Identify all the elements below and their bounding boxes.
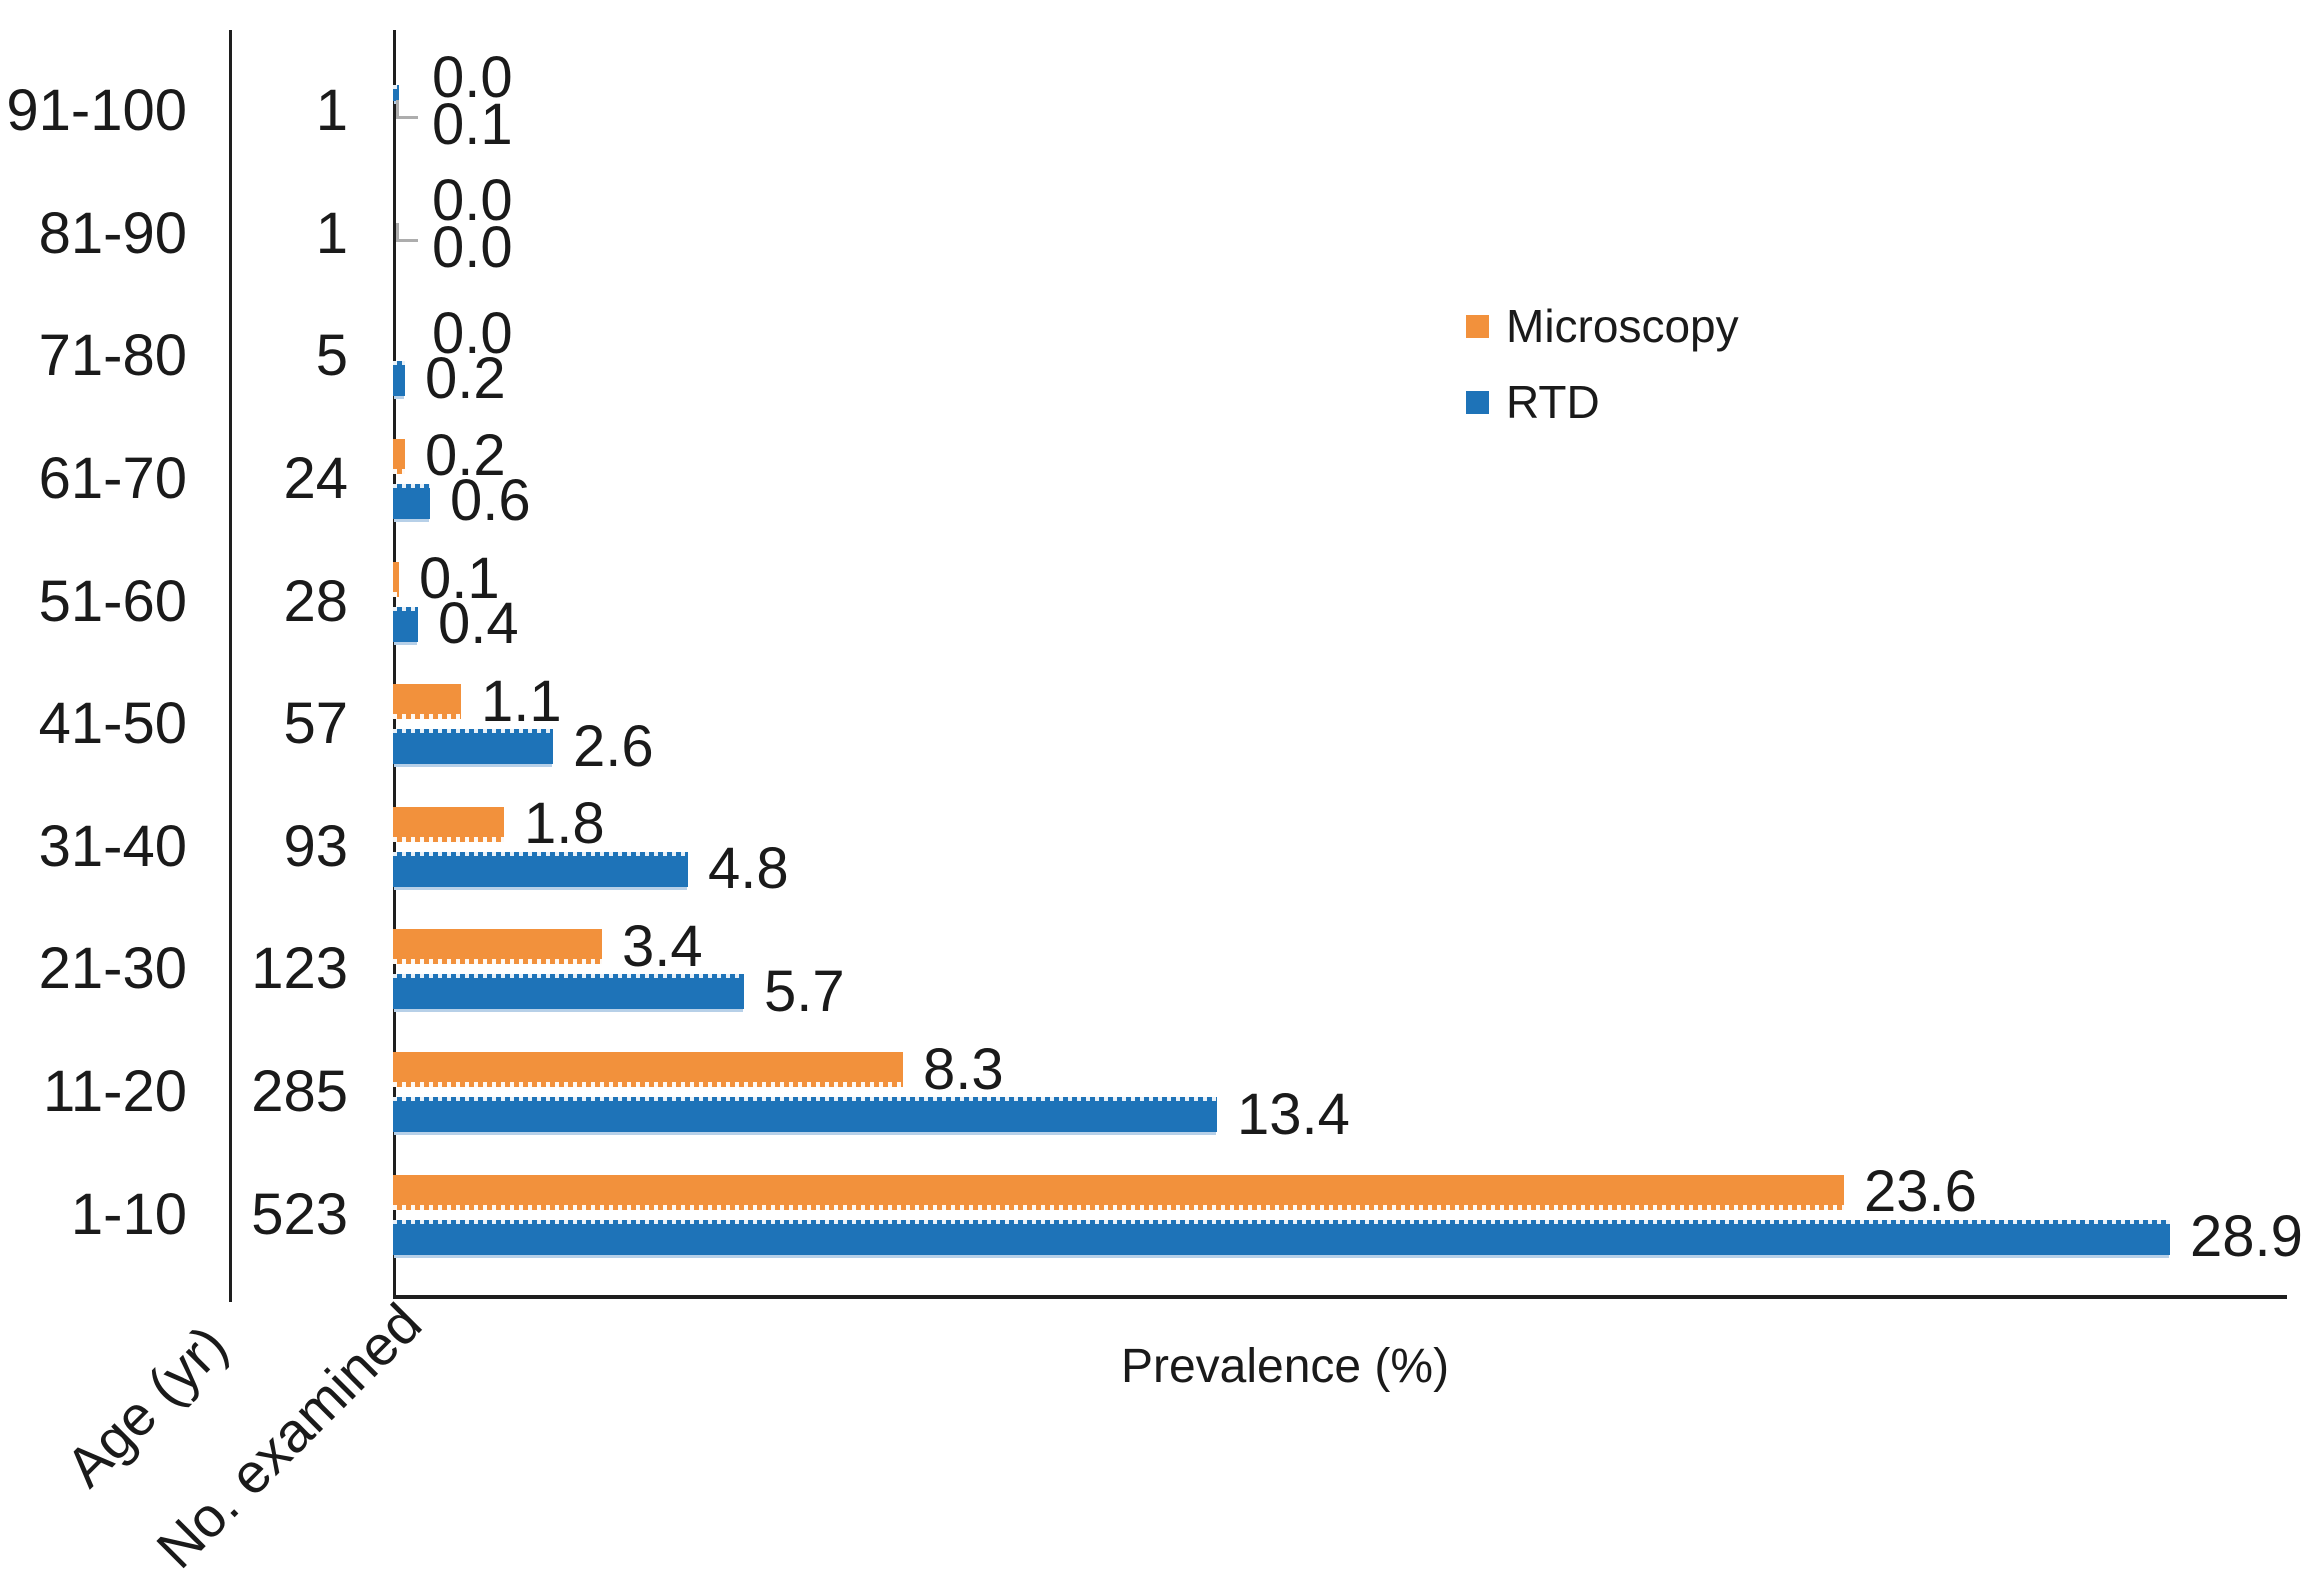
bar-microscopy bbox=[393, 684, 461, 720]
examined-count: 123 bbox=[251, 936, 348, 1002]
category-label: 31-40 bbox=[38, 813, 187, 879]
value-label-microscopy: 0.2 bbox=[425, 423, 506, 489]
category-label: 71-80 bbox=[38, 323, 187, 389]
category-label: 51-60 bbox=[38, 568, 187, 634]
value-label-microscopy: 0.0 bbox=[432, 300, 513, 366]
bar-rtd bbox=[393, 974, 744, 1010]
bar-rtd bbox=[393, 361, 405, 397]
value-label-rtd: 0.6 bbox=[450, 468, 531, 534]
x-axis-title: Prevalence (%) bbox=[1120, 1340, 1450, 1393]
leader-line-horizontal bbox=[396, 238, 418, 242]
examined-count: 28 bbox=[283, 568, 348, 634]
bar-microscopy bbox=[393, 929, 602, 965]
category-label: 41-50 bbox=[38, 691, 187, 757]
legend-label-rtd: RTD bbox=[1506, 376, 1600, 428]
value-label-rtd: 28.9 bbox=[2190, 1204, 2303, 1270]
leader-line-horizontal bbox=[396, 116, 418, 119]
chart-canvas: 91-100 1 0.0 0.1 81-90 1 0.0 0.0 71-80 5 0.0 0.2 61-… bbox=[6, 30, 2303, 1580]
bar-microscopy bbox=[393, 806, 504, 842]
microscopy-swatch-icon bbox=[1466, 314, 1489, 338]
category-label: 81-90 bbox=[38, 200, 187, 266]
category-label: 11-20 bbox=[42, 1059, 187, 1125]
value-label-microscopy: 23.6 bbox=[1864, 1159, 1977, 1225]
rtd-swatch-icon bbox=[1466, 390, 1489, 414]
value-label-microscopy: 0.1 bbox=[419, 546, 500, 612]
bar-microscopy bbox=[393, 1052, 903, 1088]
value-label-rtd: 0.4 bbox=[438, 591, 519, 657]
leader-line-vertical bbox=[396, 222, 399, 242]
value-label-microscopy: 8.3 bbox=[923, 1036, 1004, 1102]
legend-item-microscopy: Microscopy bbox=[1466, 302, 1739, 350]
leader-line-vertical bbox=[396, 100, 399, 119]
bar-microscopy bbox=[393, 1174, 1844, 1210]
examined-count: 1 bbox=[315, 78, 348, 143]
value-label-rtd: 5.7 bbox=[764, 958, 845, 1024]
value-label-rtd: 2.6 bbox=[573, 713, 654, 779]
examined-count: 523 bbox=[251, 1181, 348, 1247]
bar-rtd bbox=[393, 1219, 2170, 1255]
examined-count: 285 bbox=[251, 1059, 348, 1125]
value-label-rtd: 13.4 bbox=[1237, 1081, 1350, 1147]
value-label-rtd: 0.1 bbox=[432, 92, 513, 157]
x-axis-line bbox=[393, 1295, 2287, 1299]
value-label-rtd: 0.0 bbox=[432, 214, 513, 280]
bar-rtd bbox=[393, 606, 418, 642]
bar-rtd bbox=[393, 1097, 1217, 1133]
value-label-microscopy: 0.0 bbox=[432, 167, 513, 233]
category-label: 1-10 bbox=[70, 1181, 187, 1247]
examined-count: 57 bbox=[283, 691, 348, 757]
examined-count: 24 bbox=[283, 445, 348, 511]
category-divider-line bbox=[229, 30, 232, 1302]
bar-microscopy bbox=[393, 561, 399, 597]
bar-rtd bbox=[393, 729, 553, 765]
bar-rtd bbox=[393, 483, 430, 519]
y-axis-line bbox=[393, 30, 396, 1298]
value-label-microscopy: 0.0 bbox=[432, 45, 513, 110]
examined-count: 1 bbox=[315, 200, 348, 266]
bar-microscopy bbox=[393, 438, 405, 474]
value-label-microscopy: 1.1 bbox=[481, 668, 562, 734]
category-label: 91-100 bbox=[6, 78, 187, 143]
legend-label-microscopy: Microscopy bbox=[1506, 300, 1739, 352]
bar-rtd bbox=[393, 851, 688, 887]
category-label: 21-30 bbox=[38, 936, 187, 1002]
value-label-microscopy: 1.8 bbox=[524, 791, 605, 857]
value-label-microscopy: 3.4 bbox=[622, 913, 703, 979]
value-label-rtd: 0.2 bbox=[425, 345, 506, 411]
examined-count: 93 bbox=[283, 813, 348, 879]
category-label: 61-70 bbox=[38, 445, 187, 511]
value-label-rtd: 4.8 bbox=[708, 836, 789, 902]
legend-item-rtd: RTD bbox=[1466, 378, 1600, 426]
examined-count: 5 bbox=[315, 323, 348, 389]
bar-rtd bbox=[393, 85, 399, 101]
